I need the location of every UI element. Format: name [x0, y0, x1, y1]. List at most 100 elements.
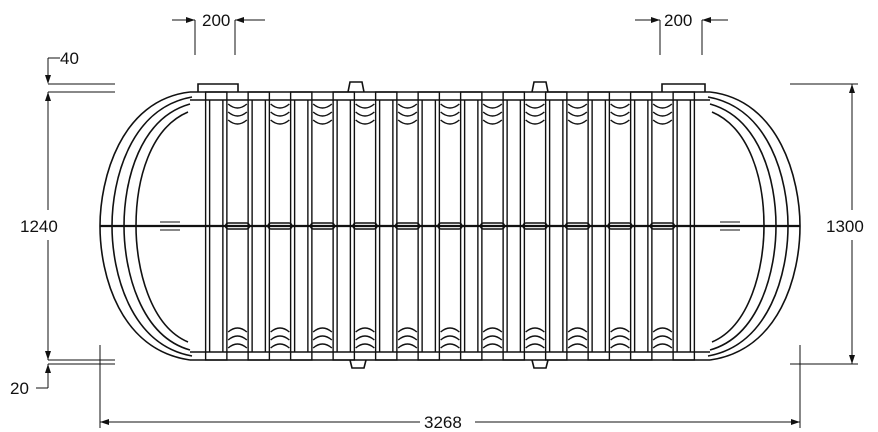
- corrugation-top: [312, 119, 333, 125]
- corrugation-top: [482, 119, 503, 125]
- corrugation-bottom: [270, 343, 290, 349]
- corrugation-top: [652, 119, 673, 125]
- corrugation-bottom: [397, 343, 418, 349]
- rib-8: [502, 91, 526, 361]
- corrugation-top: [440, 103, 460, 109]
- dimension-arrows: [45, 17, 855, 425]
- corrugation-top: [312, 103, 333, 109]
- corrugation-top: [440, 119, 460, 125]
- dim-top-right-200: 200: [664, 11, 692, 30]
- corrugation-bottom: [312, 335, 333, 341]
- corrugation-bottom: [355, 343, 375, 349]
- dim-bottom-offset-20: 20: [10, 379, 29, 398]
- rib-2: [247, 91, 271, 361]
- corrugation-top: [525, 111, 545, 117]
- center-clip: [267, 222, 293, 230]
- corrugation-bottom: [440, 327, 460, 333]
- corrugation-bottom: [270, 335, 290, 341]
- corrugation-bottom: [440, 335, 460, 341]
- center-clip: [309, 222, 336, 230]
- corrugation-bottom: [525, 327, 545, 333]
- corrugation-bottom: [567, 343, 588, 349]
- center-clip: [394, 222, 421, 230]
- corrugation-top: [482, 103, 503, 109]
- corrugation-bottom: [440, 343, 460, 349]
- dim-top-left-200: 200: [202, 11, 230, 30]
- corrugation-bottom: [355, 327, 375, 333]
- corrugation-bottom: [652, 327, 673, 333]
- rib-4: [332, 91, 356, 361]
- rib-10: [587, 91, 611, 361]
- corrugation-top: [270, 111, 290, 117]
- rib-11: [629, 91, 653, 361]
- corrugation-bottom: [397, 327, 418, 333]
- corrugation-top: [652, 111, 673, 117]
- corrugation-bottom: [312, 343, 333, 349]
- dim-top-offset-40: 40: [60, 49, 79, 68]
- corrugation-bottom: [567, 327, 588, 333]
- dim-outer-height-1300: 1300: [826, 217, 864, 236]
- corrugation-top: [355, 103, 375, 109]
- rib-1: [204, 91, 228, 361]
- center-clip: [437, 222, 463, 230]
- corrugation-bottom: [525, 335, 545, 341]
- corrugation-top: [525, 103, 545, 109]
- corrugation-bottom: [567, 335, 588, 341]
- corrugation-top: [355, 111, 375, 117]
- corrugation-top: [567, 103, 588, 109]
- center-clip: [607, 222, 633, 230]
- corrugation-bottom: [482, 343, 503, 349]
- rib-9: [544, 91, 568, 361]
- corrugation-bottom: [355, 335, 375, 341]
- corrugation-bottom: [482, 327, 503, 333]
- corrugation-bottom: [482, 335, 503, 341]
- corrugation-bottom: [652, 335, 673, 341]
- center-clip: [522, 222, 548, 230]
- corrugation-top: [312, 111, 333, 117]
- center-clip: [224, 222, 251, 230]
- corrugation-bottom: [227, 335, 248, 341]
- rib-3: [289, 91, 313, 361]
- corrugation-top: [610, 119, 630, 125]
- corrugation-bottom: [397, 335, 418, 341]
- corrugation-bottom: [312, 327, 333, 333]
- corrugation-top: [227, 119, 248, 125]
- corrugation-top: [227, 111, 248, 117]
- dim-overall-length-3268: 3268: [424, 413, 462, 432]
- dimension-lines: [36, 19, 858, 428]
- corrugation-top: [440, 111, 460, 117]
- corrugation-top: [397, 119, 418, 125]
- corrugation-bottom: [610, 343, 630, 349]
- tank-ribs: [204, 91, 696, 361]
- rib-5: [374, 91, 398, 361]
- center-clip: [564, 222, 591, 230]
- corrugation-top: [397, 103, 418, 109]
- corrugation-bottom: [652, 343, 673, 349]
- corrugation-bottom: [610, 335, 630, 341]
- corrugation-top: [270, 103, 290, 109]
- center-clip: [479, 222, 506, 230]
- corrugation-top: [482, 111, 503, 117]
- corrugation-top: [227, 103, 248, 109]
- rib-12: [672, 91, 696, 361]
- corrugation-top: [525, 119, 545, 125]
- rib-7: [459, 91, 483, 361]
- corrugation-top: [610, 111, 630, 117]
- corrugation-bottom: [525, 343, 545, 349]
- dim-inner-height-1240: 1240: [20, 217, 58, 236]
- corrugation-top: [270, 119, 290, 125]
- center-clip: [352, 222, 378, 230]
- corrugation-top: [652, 103, 673, 109]
- corrugation-bottom: [610, 327, 630, 333]
- corrugation-bottom: [227, 327, 248, 333]
- corrugation-top: [355, 119, 375, 125]
- corrugation-top: [610, 103, 630, 109]
- tank-outline: [99, 81, 801, 369]
- corrugation-top: [567, 111, 588, 117]
- corrugation-bottom: [270, 327, 290, 333]
- rib-6: [417, 91, 441, 361]
- corrugation-top: [397, 111, 418, 117]
- corrugation-top: [567, 119, 588, 125]
- corrugation-bottom: [227, 343, 248, 349]
